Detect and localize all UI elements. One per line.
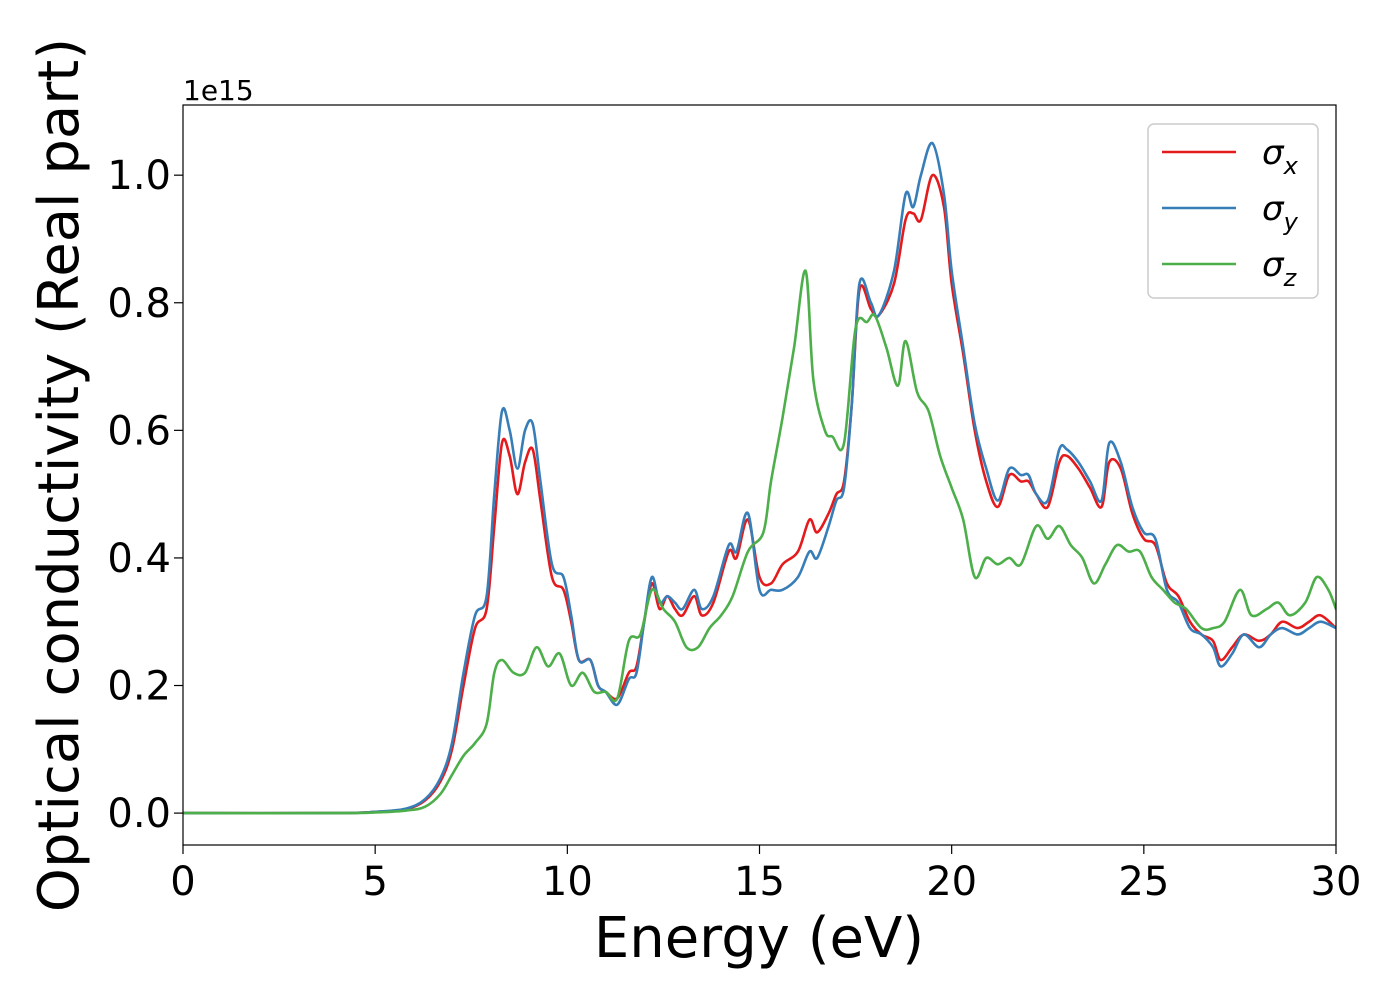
series-line-z bbox=[183, 269, 1336, 815]
legend-label-y: σy bbox=[1262, 189, 1299, 236]
legend: σx σy σz bbox=[1147, 123, 1319, 299]
series-layer bbox=[183, 141, 1336, 815]
y-offset-label: 1e15 bbox=[183, 74, 254, 107]
x-tick-label: 25 bbox=[1118, 859, 1169, 905]
y-axis-title: Optical conductivity (Real part) bbox=[27, 38, 92, 912]
x-tick-label: 30 bbox=[1311, 859, 1362, 905]
y-tick-label: 0.8 bbox=[107, 281, 171, 327]
x-tick-label: 15 bbox=[734, 859, 785, 905]
x-axis: 0 5 10 15 20 25 30 bbox=[170, 845, 1361, 905]
x-tick-label: 0 bbox=[170, 859, 195, 905]
y-tick-label: 1.0 bbox=[107, 153, 171, 199]
legend-label-z: σz bbox=[1262, 245, 1298, 292]
y-tick-label: 0.2 bbox=[107, 664, 171, 710]
legend-label-x: σx bbox=[1262, 133, 1299, 180]
series-line-y bbox=[183, 141, 1336, 815]
x-tick-label: 10 bbox=[542, 859, 593, 905]
y-tick-label: 0.4 bbox=[107, 536, 171, 582]
series-line-x bbox=[183, 173, 1336, 815]
x-tick-label: 20 bbox=[926, 859, 977, 905]
x-axis-title: Energy (eV) bbox=[594, 906, 924, 971]
y-tick-label: 0.0 bbox=[107, 791, 171, 837]
y-axis: 0.0 0.2 0.4 0.6 0.8 1.0 bbox=[107, 153, 183, 837]
y-tick-label: 0.6 bbox=[107, 408, 171, 454]
x-tick-label: 5 bbox=[362, 859, 387, 905]
legend-box bbox=[1147, 123, 1319, 299]
